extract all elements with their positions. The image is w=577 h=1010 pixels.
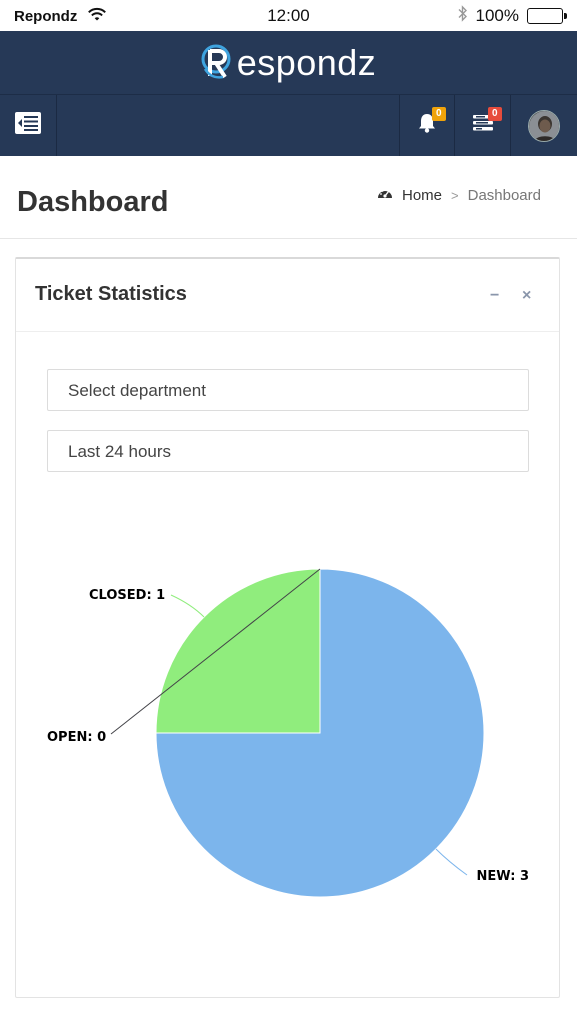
page-title: Dashboard bbox=[17, 186, 169, 218]
user-avatar bbox=[528, 109, 560, 142]
panel-header: Ticket Statistics − × bbox=[16, 259, 559, 332]
pie-slice-new[interactable] bbox=[155, 568, 485, 898]
status-bar: Repondz 12:00 100% bbox=[0, 0, 577, 31]
logo-r-icon bbox=[201, 42, 235, 84]
pie-label-new: NEW: 3 bbox=[477, 869, 529, 884]
status-left: Repondz bbox=[14, 7, 107, 26]
collapse-button[interactable]: − bbox=[490, 287, 500, 304]
breadcrumb: Home > Dashboard bbox=[377, 186, 541, 204]
ticket-pie-chart: NEW: 3 CLOSED: 1 OPEN: 0 bbox=[47, 568, 529, 898]
notifications-button[interactable]: 0 bbox=[399, 95, 454, 156]
pie-connector-open bbox=[110, 568, 321, 735]
status-right: 100% bbox=[458, 5, 567, 27]
ticket-statistics-panel: Ticket Statistics − × Select department … bbox=[15, 257, 560, 998]
user-menu-button[interactable] bbox=[510, 95, 577, 156]
wifi-icon bbox=[87, 7, 107, 26]
top-navbar: 0 0 bbox=[0, 94, 577, 156]
dashboard-gauge-icon bbox=[377, 186, 393, 204]
page-header: Dashboard Home > Dashboard bbox=[0, 156, 577, 239]
carrier-name: Repondz bbox=[14, 8, 78, 25]
breadcrumb-home-link[interactable]: Home bbox=[402, 186, 443, 204]
battery-icon bbox=[527, 8, 567, 24]
time-range-select[interactable]: Last 24 hours bbox=[47, 430, 529, 472]
status-time: 12:00 bbox=[267, 6, 310, 25]
tasks-list-icon bbox=[472, 114, 493, 137]
breadcrumb-separator: > bbox=[451, 187, 459, 203]
messages-badge: 0 bbox=[488, 107, 502, 121]
pie-connector-new bbox=[435, 848, 468, 876]
bluetooth-icon bbox=[458, 5, 468, 27]
messages-button[interactable]: 0 bbox=[454, 95, 510, 156]
close-button[interactable]: × bbox=[522, 287, 532, 304]
battery-percent: 100% bbox=[475, 6, 519, 25]
pie-slice-closed[interactable] bbox=[155, 568, 321, 734]
pie-label-closed: CLOSED: 1 bbox=[89, 588, 165, 603]
pie-label-open: OPEN: 0 bbox=[47, 730, 106, 745]
notifications-badge: 0 bbox=[432, 107, 446, 121]
pie-connector-closed bbox=[170, 594, 205, 618]
bell-icon bbox=[418, 113, 436, 138]
respondz-logo[interactable]: espondz bbox=[201, 42, 377, 84]
sidebar-toggle-button[interactable] bbox=[0, 95, 57, 156]
breadcrumb-current: Dashboard bbox=[467, 186, 541, 204]
logo-text: espondz bbox=[236, 41, 377, 83]
brand-bar: espondz bbox=[0, 31, 577, 94]
panel-title: Ticket Statistics bbox=[35, 283, 187, 305]
menu-toggle-icon bbox=[15, 112, 41, 139]
department-select[interactable]: Select department bbox=[47, 369, 529, 411]
